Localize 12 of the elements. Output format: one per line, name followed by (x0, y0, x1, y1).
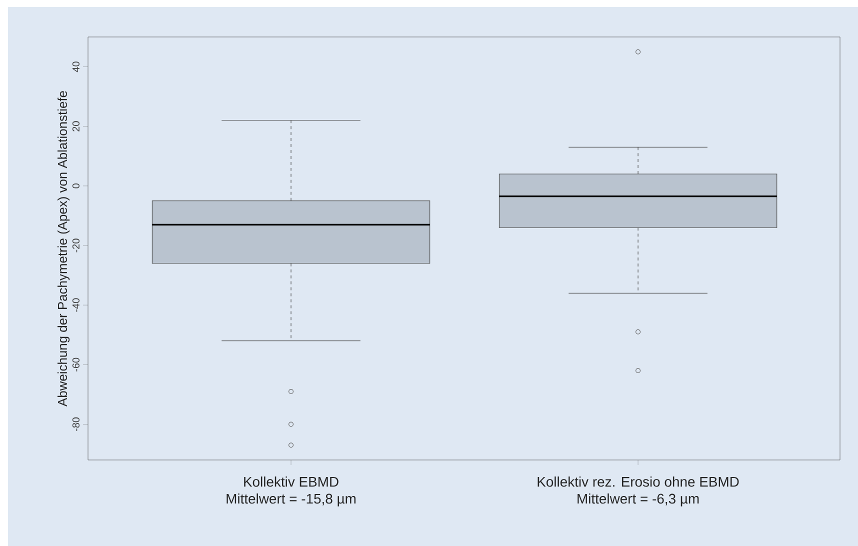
y-tick-label: 40 (72, 62, 80, 72)
x-tick-label: Kollektiv EBMD (244, 476, 338, 487)
x-tick-label: Kollektiv rez. Erosio ohne EBMD (538, 476, 739, 487)
y-tick-label: 0 (72, 184, 80, 188)
y-tick-label: -40 (72, 298, 80, 312)
text: Mittelwert = -6,3 µm (578, 493, 699, 506)
y-tick-label: -60 (72, 358, 80, 372)
y-tick-label: 20 (72, 121, 80, 132)
y-axis-title: Abweichung der Pachymetrie (Apex) von Ablationstiefe (58, 91, 70, 406)
y-tick-label: -80 (72, 417, 80, 431)
y-tick-label: -20 (72, 238, 80, 252)
text: Mittelwert = -15,8 µm (226, 493, 356, 506)
